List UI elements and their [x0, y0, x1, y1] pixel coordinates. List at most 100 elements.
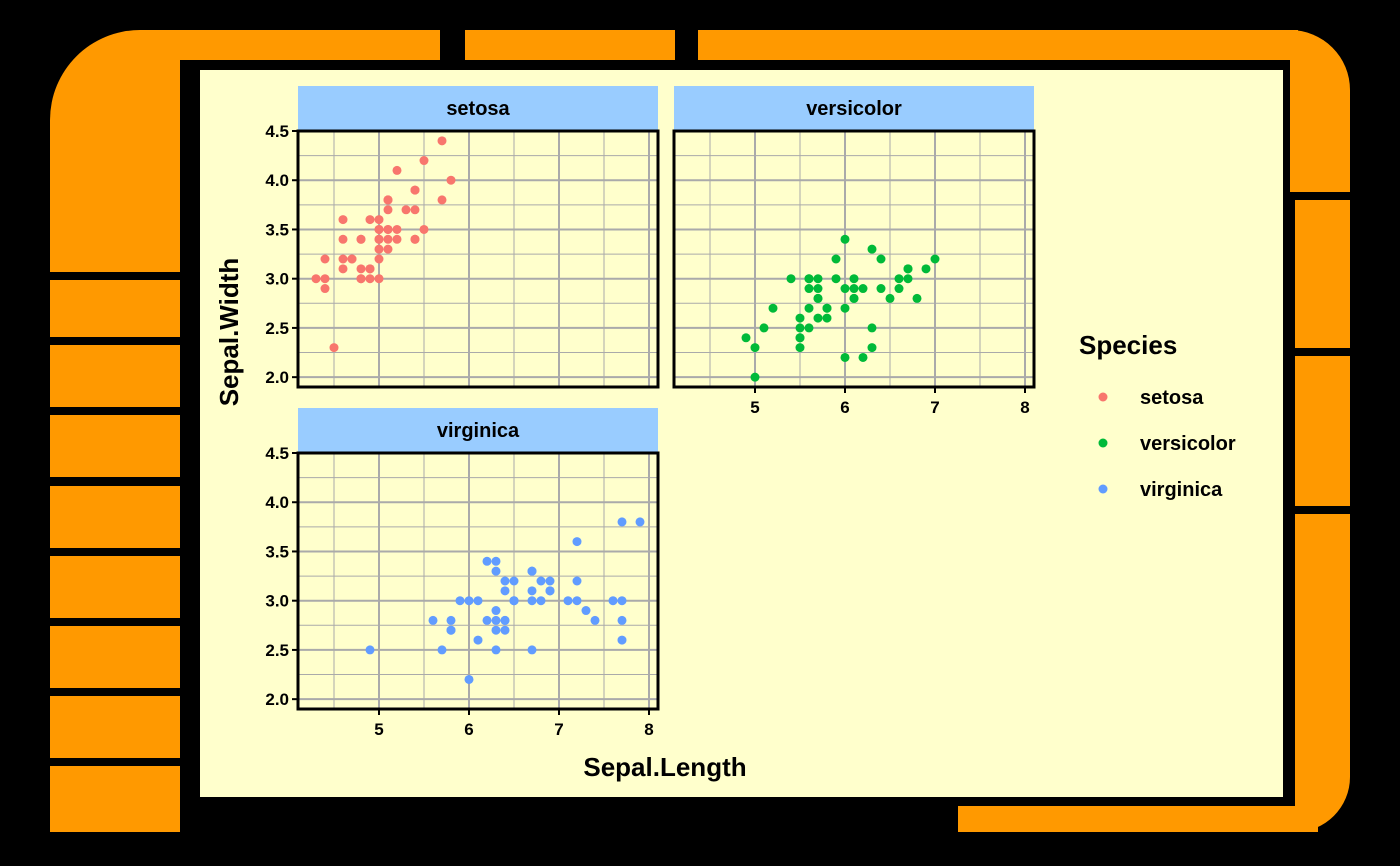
legend-key-setosa — [1098, 392, 1108, 402]
facet-strip-versicolor — [674, 86, 1034, 130]
data-point — [921, 264, 931, 274]
data-point — [365, 645, 375, 655]
panel-border — [296, 129, 660, 389]
data-point — [876, 254, 886, 264]
data-point — [392, 234, 402, 244]
data-point — [500, 615, 510, 625]
frame-left-seg-2 — [50, 345, 180, 407]
data-point — [813, 284, 823, 294]
data-point — [410, 185, 420, 195]
x-tick-label: 5 — [374, 720, 383, 739]
data-point — [840, 284, 850, 294]
data-point — [374, 274, 384, 284]
legend-label-virginica: virginica — [1140, 479, 1223, 501]
data-point — [894, 284, 904, 294]
data-point — [867, 323, 877, 333]
data-point — [473, 596, 483, 606]
legend-title: Species — [1079, 330, 1177, 360]
data-point — [491, 645, 501, 655]
data-point — [885, 293, 895, 303]
data-point — [383, 224, 393, 234]
data-point — [464, 596, 474, 606]
data-point — [482, 615, 492, 625]
data-point — [903, 264, 913, 274]
frame-left-seg-8 — [50, 766, 180, 832]
frame-right-seg-1 — [1295, 200, 1350, 348]
data-point — [383, 244, 393, 254]
data-point — [437, 645, 447, 655]
data-point — [750, 372, 760, 382]
y-tick-label: 4.0 — [265, 171, 289, 190]
data-point — [894, 274, 904, 284]
data-point — [365, 274, 375, 284]
data-point — [786, 274, 796, 284]
data-point — [446, 625, 456, 635]
x-tick-label: 8 — [1020, 398, 1029, 417]
data-point — [572, 537, 582, 547]
data-point — [545, 576, 555, 586]
data-point — [831, 274, 841, 284]
frame-left-seg-7 — [50, 696, 180, 758]
data-point — [858, 352, 868, 362]
data-point — [356, 274, 366, 284]
data-point — [804, 323, 814, 333]
y-tick-label: 4.5 — [265, 122, 289, 141]
data-point — [858, 284, 868, 294]
data-point — [795, 323, 805, 333]
y-tick-label: 3.0 — [265, 592, 289, 611]
legend-key-versicolor — [1098, 438, 1108, 448]
data-point — [383, 195, 393, 205]
data-point — [527, 586, 537, 596]
data-point — [617, 596, 627, 606]
y-tick-label: 4.0 — [265, 493, 289, 512]
data-point — [804, 274, 814, 284]
data-point — [849, 274, 859, 284]
facet-strip-virginica — [298, 408, 658, 452]
data-point — [491, 556, 501, 566]
facet-versicolor: versicolor 5 6 7 8 — [672, 86, 1036, 417]
data-point — [617, 635, 627, 645]
data-point — [320, 254, 330, 264]
data-point — [311, 274, 321, 284]
y-tick-label: 3.0 — [265, 270, 289, 289]
panel-border — [296, 451, 660, 711]
frame-top-bar-3 — [698, 30, 1298, 60]
data-point — [392, 165, 402, 175]
data-point — [401, 205, 411, 215]
data-point — [446, 175, 456, 185]
data-point — [464, 674, 474, 684]
data-point — [635, 517, 645, 527]
data-point — [410, 234, 420, 244]
frame-top-bar-2 — [465, 30, 675, 60]
frame-left-seg-1 — [50, 280, 180, 337]
data-point — [491, 606, 501, 616]
y-tick-label: 2.0 — [265, 368, 289, 387]
data-point — [446, 615, 456, 625]
data-point — [741, 333, 751, 343]
y-tick-label: 3.5 — [265, 542, 289, 561]
data-point — [795, 343, 805, 353]
x-tick-label: 6 — [464, 720, 473, 739]
data-point — [795, 333, 805, 343]
x-axis-title: Sepal.Length — [583, 752, 746, 782]
data-point — [374, 215, 384, 225]
facet-strip-setosa — [298, 86, 658, 130]
data-point — [419, 156, 429, 166]
data-point — [795, 313, 805, 323]
data-point — [849, 293, 859, 303]
data-point — [392, 224, 402, 234]
data-point — [419, 224, 429, 234]
data-point — [527, 596, 537, 606]
data-point — [903, 274, 913, 284]
data-point — [840, 303, 850, 313]
data-point — [822, 303, 832, 313]
frame-bottom-right-corner — [1295, 514, 1350, 832]
data-point — [930, 254, 940, 264]
data-point — [527, 645, 537, 655]
x-tick-label: 7 — [554, 720, 563, 739]
frame-bottom-bar — [958, 806, 1318, 832]
data-point — [374, 254, 384, 264]
data-point — [563, 596, 573, 606]
y-tick-label: 4.5 — [265, 444, 289, 463]
